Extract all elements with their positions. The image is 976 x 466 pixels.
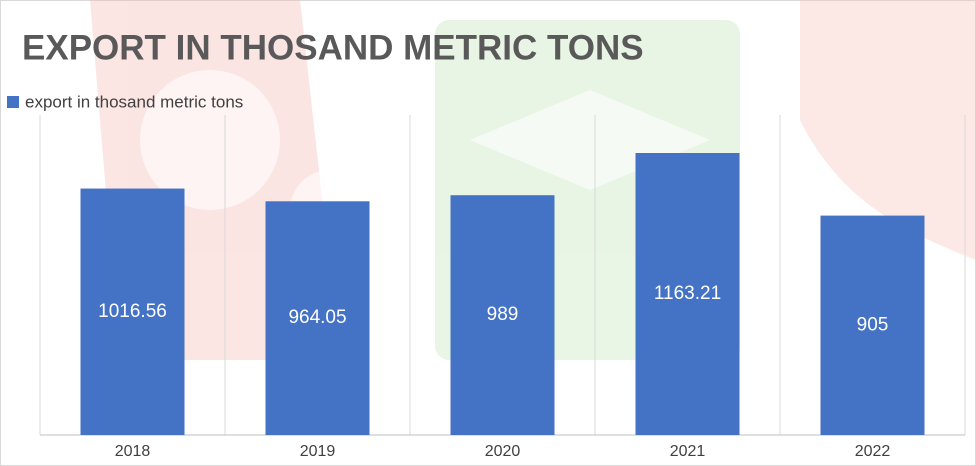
data-label: 1016.56 <box>98 301 167 322</box>
watermark-shape <box>800 0 976 260</box>
x-tick-label: 2018 <box>115 443 151 460</box>
bar <box>635 153 740 435</box>
legend-label: export in thosand metric tons <box>25 92 243 111</box>
legend-swatch <box>7 96 19 108</box>
data-label: 905 <box>857 314 889 335</box>
legend: export in thosand metric tons <box>7 92 243 111</box>
data-label: 989 <box>487 304 519 325</box>
bar <box>820 215 925 435</box>
x-tick-label: 2021 <box>670 443 706 460</box>
x-tick-label: 2020 <box>485 443 521 460</box>
data-label: 1163.21 <box>654 283 721 304</box>
bar <box>265 201 370 435</box>
data-label: 964.05 <box>288 307 346 328</box>
chart-title: EXPORT IN THOSAND METRIC TONS <box>22 28 644 67</box>
bar <box>450 195 555 435</box>
watermark-gear <box>140 70 280 210</box>
x-tick-label: 2022 <box>855 443 891 460</box>
bar <box>80 188 185 435</box>
x-tick-label: 2019 <box>300 443 336 460</box>
